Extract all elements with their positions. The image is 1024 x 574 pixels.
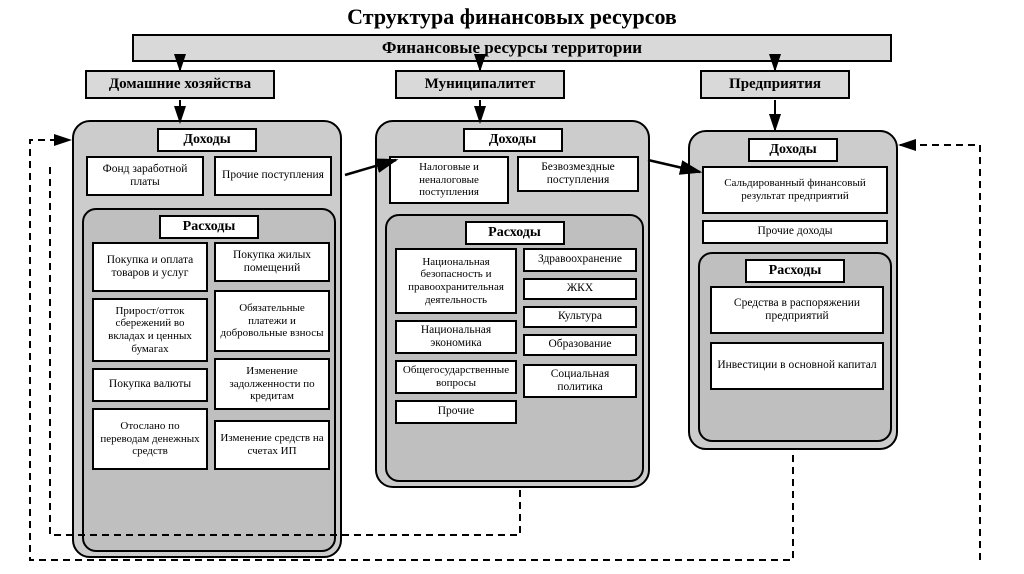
households-income-head: Доходы xyxy=(157,128,257,152)
col-head-households: Домашние хозяйства xyxy=(85,70,275,99)
inner-ent-exp: Расходы Средства в распоряжении предприя… xyxy=(698,252,892,442)
muni-exp-head: Расходы xyxy=(465,221,565,245)
cell-health: Здравоохранение xyxy=(523,248,637,272)
cell-ip: Изменение средств на счетах ИП xyxy=(214,420,330,470)
cell-funds: Средства в распоряжении предприятий xyxy=(710,286,884,334)
cell-culture: Культура xyxy=(523,306,637,328)
cell-wage-fund: Фонд заработной платы xyxy=(86,156,204,196)
cell-edu: Образование xyxy=(523,334,637,356)
ent-income-head: Доходы xyxy=(748,138,838,162)
cell-payments: Обязательные платежи и добровольные взно… xyxy=(214,290,330,352)
cell-other-income-hh: Прочие поступления xyxy=(214,156,332,196)
block-municipality: Доходы Налоговые и неналоговые поступлен… xyxy=(375,120,650,488)
cell-gratis: Безвозмездные поступления xyxy=(517,156,639,192)
inner-households-exp: Расходы Покупка и оплата товаров и услуг… xyxy=(82,208,336,552)
cell-currency: Покупка валюты xyxy=(92,368,208,402)
households-exp-head: Расходы xyxy=(159,215,259,239)
cell-invest: Инвестиции в основной капитал xyxy=(710,342,884,390)
cell-savings: Прирост/отток сбережений во вкладах и це… xyxy=(92,298,208,362)
col-head-municipality: Муниципалитет xyxy=(395,70,565,99)
cell-other-muni: Прочие xyxy=(395,400,517,424)
cell-debt: Изменение задолженности по кредитам xyxy=(214,358,330,410)
block-households: Доходы Фонд заработной платы Прочие пост… xyxy=(72,120,342,558)
cell-tax: Налоговые и неналоговые поступления xyxy=(389,156,509,204)
ent-exp-head: Расходы xyxy=(745,259,845,283)
inner-muni-exp: Расходы Национальная безопасность и прав… xyxy=(385,214,644,482)
cell-econ: Национальная экономика xyxy=(395,320,517,354)
cell-transfers: Отослано по переводам денежных средств xyxy=(92,408,208,470)
block-enterprises: Доходы Сальдированный финансовый результ… xyxy=(688,130,898,450)
cell-housing: Покупка жилых помещений xyxy=(214,242,330,282)
page-title: Структура финансовых ресурсов xyxy=(0,0,1024,34)
muni-income-head: Доходы xyxy=(463,128,563,152)
cell-security: Национальная безопасность и правоохранит… xyxy=(395,248,517,314)
col-head-enterprises: Предприятия xyxy=(700,70,850,99)
top-band: Финансовые ресурсы территории xyxy=(132,34,892,62)
cell-housing-muni: ЖКХ xyxy=(523,278,637,300)
cell-goods: Покупка и оплата товаров и услуг xyxy=(92,242,208,292)
cell-state: Общегосударственные вопросы xyxy=(395,360,517,394)
cell-result: Сальдированный финансовый результат пред… xyxy=(702,166,888,214)
cell-social: Социальная политика xyxy=(523,364,637,398)
cell-other-ent: Прочие доходы xyxy=(702,220,888,244)
